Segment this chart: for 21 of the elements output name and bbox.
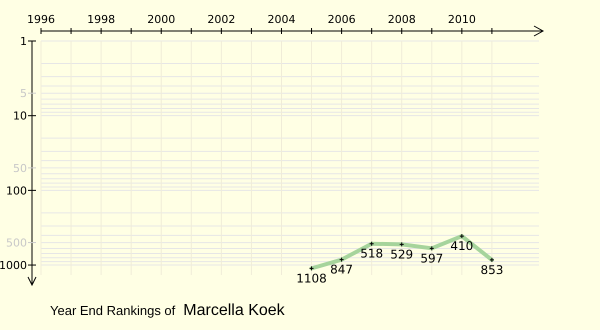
x-tick-label: 1998 bbox=[87, 13, 116, 26]
y-tick-label: 1 bbox=[20, 35, 27, 48]
x-tick-label: 2006 bbox=[328, 13, 356, 26]
data-label: 518 bbox=[360, 246, 384, 261]
x-tick-label: 2000 bbox=[147, 13, 176, 26]
y-tick-label: 100 bbox=[6, 184, 27, 198]
x-tick-label: 2002 bbox=[207, 13, 236, 26]
y-tick-label: 10 bbox=[13, 110, 27, 123]
data-label: 847 bbox=[330, 262, 354, 277]
x-tick-label: 1996 bbox=[27, 13, 55, 26]
x-tick-label: 2010 bbox=[448, 13, 476, 26]
text: Marcella Koek bbox=[183, 302, 286, 319]
data-label: 597 bbox=[420, 251, 444, 266]
y-tick-label: 1000 bbox=[0, 259, 27, 272]
data-label: 410 bbox=[450, 239, 474, 254]
data-label: 853 bbox=[480, 262, 504, 277]
data-label: 529 bbox=[390, 247, 414, 262]
x-tick-label: 2008 bbox=[388, 13, 416, 26]
data-label: 1108 bbox=[296, 271, 327, 286]
text: Year End Rankings of bbox=[50, 303, 176, 318]
x-tick-label: 2004 bbox=[267, 13, 296, 26]
